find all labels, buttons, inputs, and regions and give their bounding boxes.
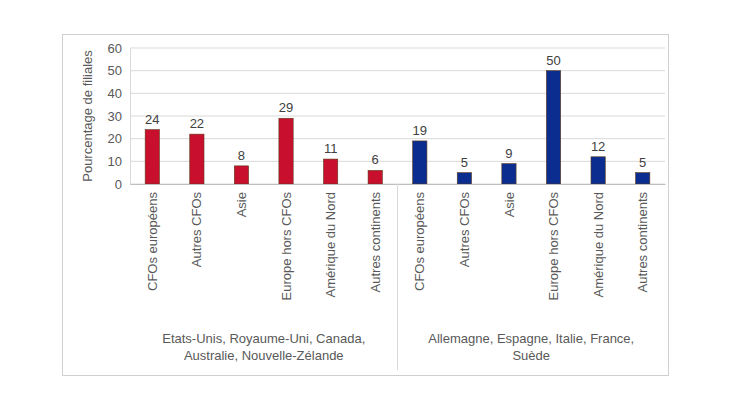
data-label: 8 <box>238 148 245 163</box>
bar <box>279 118 293 184</box>
x-tick-label: Autres continents <box>368 192 383 293</box>
x-tick-label: Autres CFOs <box>189 192 204 268</box>
data-labels: 24 22 8 29 11 6 19 5 9 50 12 5 <box>145 53 646 170</box>
group-label: Etats-Unis, Royaume-Uni, Canada, <box>162 331 365 346</box>
x-tick-label: Amérique du Nord <box>323 192 338 298</box>
y-tick: 40 <box>108 86 130 101</box>
group-separator <box>397 184 398 370</box>
y-axis: 0 10 20 30 40 50 60 <box>108 41 131 192</box>
y-tick-label: 40 <box>108 86 122 101</box>
x-tick: Amérique du Nord <box>323 184 338 298</box>
x-tick: Autres continents <box>368 184 383 292</box>
y-axis-line <box>130 49 131 185</box>
y-tick-label: 10 <box>108 154 122 169</box>
bar <box>323 159 337 184</box>
x-tick: CFOs européens <box>412 184 427 291</box>
data-label: 12 <box>591 139 605 154</box>
x-tick: Asie <box>502 184 517 217</box>
bar <box>413 141 427 184</box>
data-label: 50 <box>546 53 560 68</box>
data-label: 11 <box>324 141 338 156</box>
y-tick: 60 <box>108 41 130 56</box>
x-tick-label: CFOs européens <box>412 192 427 291</box>
grid-line <box>130 70 665 71</box>
grid-line <box>130 48 665 49</box>
group-label: Allemagne, Espagne, Italie, France, <box>428 331 634 346</box>
x-tick: Autres CFOs <box>189 184 204 267</box>
grid-line <box>130 161 665 162</box>
x-tick: Europe hors CFOs <box>546 184 561 300</box>
x-tick-label: Asie <box>234 192 249 217</box>
data-label: 5 <box>461 155 468 170</box>
x-tick-label: CFOs européens <box>145 192 160 291</box>
bar <box>636 173 650 184</box>
group-separators <box>397 184 398 370</box>
y-tick-label: 30 <box>108 109 122 124</box>
group-label: Suède <box>512 348 550 363</box>
group-labels: Etats-Unis, Royaume-Uni, Canada, Australi… <box>162 331 634 363</box>
x-tick: Asie <box>234 184 249 217</box>
frame <box>63 35 669 376</box>
grid-line <box>130 116 665 117</box>
y-tick-label: 0 <box>115 177 122 192</box>
data-label: 19 <box>413 123 427 138</box>
bar <box>234 166 248 184</box>
bar <box>368 170 382 184</box>
y-tick: 0 <box>115 177 130 192</box>
x-tick: Autres CFOs <box>457 184 472 267</box>
x-tick: CFOs européens <box>145 184 160 291</box>
y-tick: 50 <box>108 63 130 78</box>
bar <box>546 71 560 184</box>
x-tick-label: Autres CFOs <box>457 192 472 268</box>
bar <box>190 134 204 184</box>
bars <box>145 71 650 184</box>
x-tick-label: Autres continents <box>635 192 650 293</box>
y-tick-label: 50 <box>108 63 122 78</box>
x-tick: Amérique du Nord <box>591 184 606 298</box>
x-tick: Autres continents <box>635 184 650 292</box>
x-tick-label: Amérique du Nord <box>591 192 606 298</box>
y-label: Pourcentage de filiales <box>80 50 95 182</box>
data-label: 5 <box>639 155 646 170</box>
data-label: 29 <box>279 100 293 115</box>
chart: 0 10 20 30 40 50 60 Pourcentage de filiales CFOs… <box>0 0 730 410</box>
x-tick: Europe hors CFOs <box>279 184 294 300</box>
y-tick: 10 <box>108 154 130 169</box>
y-tick: 30 <box>108 109 130 124</box>
x-tick-label: Europe hors CFOs <box>279 192 294 301</box>
data-label: 9 <box>505 146 512 161</box>
grid <box>130 48 665 184</box>
bar <box>591 157 605 184</box>
x-tick-label: Asie <box>502 192 517 217</box>
y-tick: 20 <box>108 131 130 146</box>
y-tick-label: 60 <box>108 41 122 56</box>
grid-line <box>130 138 665 139</box>
bar <box>145 130 159 184</box>
y-tick-label: 20 <box>108 131 122 146</box>
bar <box>457 173 471 184</box>
data-label: 24 <box>145 112 159 127</box>
bar <box>502 164 516 184</box>
group-label: Australie, Nouvelle-Zélande <box>184 348 344 363</box>
data-label: 22 <box>190 116 204 131</box>
grid-line <box>130 93 665 94</box>
data-label: 6 <box>372 152 379 167</box>
x-tick-label: Europe hors CFOs <box>546 192 561 301</box>
